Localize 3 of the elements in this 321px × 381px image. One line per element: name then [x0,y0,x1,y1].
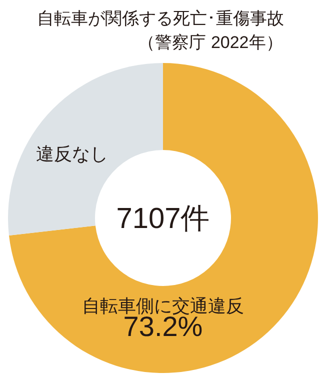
subtitle: （警察庁 2022年） [138,33,283,52]
annotation: 7107件 [116,203,210,235]
title: 自転車が関係する死亡･重傷事故 [37,9,284,28]
